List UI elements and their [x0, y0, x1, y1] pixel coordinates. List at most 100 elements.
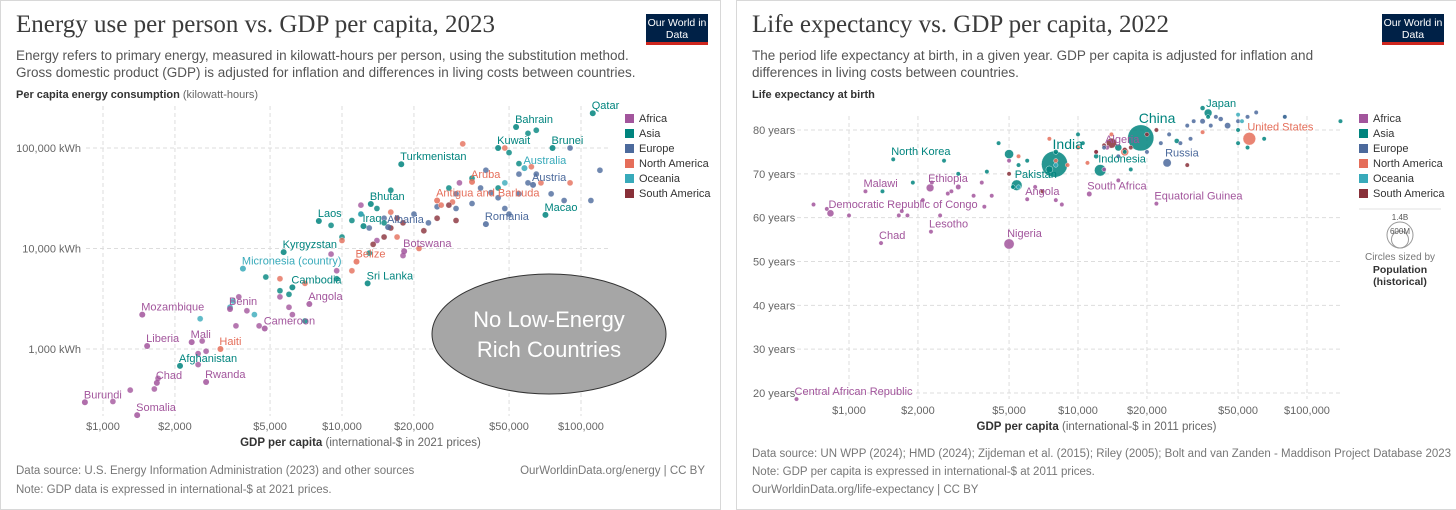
source-link[interactable]: OurWorldinData.org/energy | CC BY: [520, 465, 705, 477]
point-label: Turkmenistan: [400, 151, 466, 163]
data-point: [285, 304, 293, 311]
note: Note: GDP data is expressed in internati…: [16, 484, 332, 496]
data-point: [456, 179, 463, 187]
legend-swatch-oc: [625, 174, 634, 183]
legend-swatch-sa: [625, 189, 634, 198]
x-tick-label: $100,000: [1284, 405, 1330, 417]
data-point-austria: [530, 181, 537, 188]
data-point: [194, 361, 202, 368]
point-label: Chad: [156, 370, 182, 382]
data-bubble: [926, 183, 935, 192]
x-tick-label: $50,000: [489, 421, 529, 433]
legend-swatch-af: [1359, 114, 1368, 123]
point-label: Micronesia (country): [242, 256, 342, 268]
data-bubble: [1184, 123, 1190, 129]
data-point: [327, 250, 335, 258]
data-point: [505, 149, 513, 156]
data-point-cameroon: [261, 325, 268, 332]
data-bubble: [971, 193, 976, 199]
legend-item: North America: [1373, 158, 1444, 170]
point-label: Sri Lanka: [367, 270, 414, 282]
data-bubble: [1040, 188, 1045, 194]
data-point: [366, 224, 373, 232]
data-bubble: [1213, 114, 1219, 120]
data-point: [487, 189, 495, 196]
x-tick-label: $100,000: [558, 421, 604, 433]
x-tick-label: $2,000: [901, 405, 935, 417]
data-point: [482, 167, 490, 174]
data-bubble: [955, 171, 961, 177]
data-bubble: [1016, 153, 1021, 159]
point-label: Benin: [229, 296, 257, 308]
data-bubble: [890, 156, 896, 162]
source-link[interactable]: OurWorldinData.org/life-expectancy | CC …: [752, 484, 979, 496]
data-point: [533, 170, 540, 178]
data-point: [285, 291, 293, 298]
chart-subtitle: The period life expectancy at birth, in …: [752, 48, 1314, 80]
data-bubble: [1205, 114, 1211, 120]
data-bubble: [1059, 202, 1065, 207]
point-label: Afghanistan: [179, 353, 237, 365]
data-bubble: [1053, 162, 1059, 168]
data-point-bahrain: [513, 123, 520, 130]
y-axis-label-unit: (kilowatt-hours): [182, 89, 259, 101]
data-point-rwanda: [203, 378, 210, 385]
data-bubble: [984, 169, 990, 175]
x-tick-label: $5,000: [992, 405, 1026, 417]
legend-item: Asia: [639, 128, 661, 140]
data-bubble: [1239, 118, 1245, 124]
point-label: Cambodia: [291, 274, 342, 286]
data-point-chad: [153, 379, 160, 386]
data-point: [468, 200, 476, 207]
x-axis-label-unit: (international-$ in 2011 prices): [1061, 421, 1217, 433]
data-point-botswana: [401, 248, 408, 255]
legend-item: North America: [639, 158, 710, 170]
chart-title: Life expectancy vs. GDP per capita, 2022: [752, 11, 1169, 38]
point-label: Bahrain: [515, 114, 553, 126]
life-expectancy-scatter-plot: $1,000 $2,000 $5,000 $10,000 $20,000 $50,000 $…: [753, 98, 1445, 417]
x-tick-label: $5,000: [253, 421, 287, 433]
data-point: [596, 167, 604, 174]
point-label: Ethiopia: [928, 173, 969, 185]
data-bubble: [1127, 124, 1155, 152]
data-point: [505, 210, 513, 218]
legend-swatch-af: [625, 114, 634, 123]
x-tick-label: $1,000: [86, 421, 120, 433]
point-label: Cameroon: [264, 315, 315, 327]
data-point: [357, 201, 365, 209]
data-bubble: [1006, 171, 1012, 177]
data-source: Data source: U.S. Energy Information Adm…: [16, 465, 415, 477]
data-point: [433, 215, 441, 222]
size-legend-small-label: 600M: [1390, 227, 1410, 236]
data-point-albania: [385, 224, 392, 231]
point-label: Macao: [544, 202, 577, 214]
life-expectancy-chart-panel: $1,000 $2,000 $5,000 $10,000 $20,000 $50,000 $…: [736, 0, 1456, 510]
y-axis-label-main: Per capita energy consumption: [16, 89, 180, 101]
data-bubble: [1177, 140, 1183, 146]
chart-subtitle: Energy refers to primary energy, measure…: [16, 48, 636, 80]
y-tick-label: 1,000 kWh: [28, 344, 81, 356]
x-axis-label-main: GDP per capita: [976, 421, 1059, 433]
y-tick-label: 100,000 kWh: [16, 143, 81, 155]
data-bubble: [1154, 127, 1159, 133]
data-bubble: [937, 213, 943, 218]
point-label: Rwanda: [205, 369, 246, 381]
data-bubble: [945, 191, 951, 196]
owid-logo[interactable]: Our World in Data: [1382, 14, 1444, 45]
owid-logo[interactable]: Our World in Data: [646, 14, 708, 45]
data-point: [235, 293, 242, 301]
data-bubble: [794, 396, 799, 402]
legend-swatch-as: [625, 129, 634, 138]
x-tick-label: $10,000: [322, 421, 362, 433]
point-label: Lesotho: [929, 218, 968, 230]
data-point: [494, 184, 502, 192]
data-point: [333, 275, 340, 282]
data-point-micronesia-country-: [239, 265, 246, 272]
data-point: [202, 348, 210, 355]
data-bubble: [1128, 145, 1134, 150]
x-tick-label: $50,000: [1218, 405, 1258, 417]
data-bubble: [1166, 131, 1172, 137]
point-label: Mozambique: [141, 302, 204, 314]
data-point: [380, 219, 388, 226]
data-bubble: [880, 188, 885, 194]
